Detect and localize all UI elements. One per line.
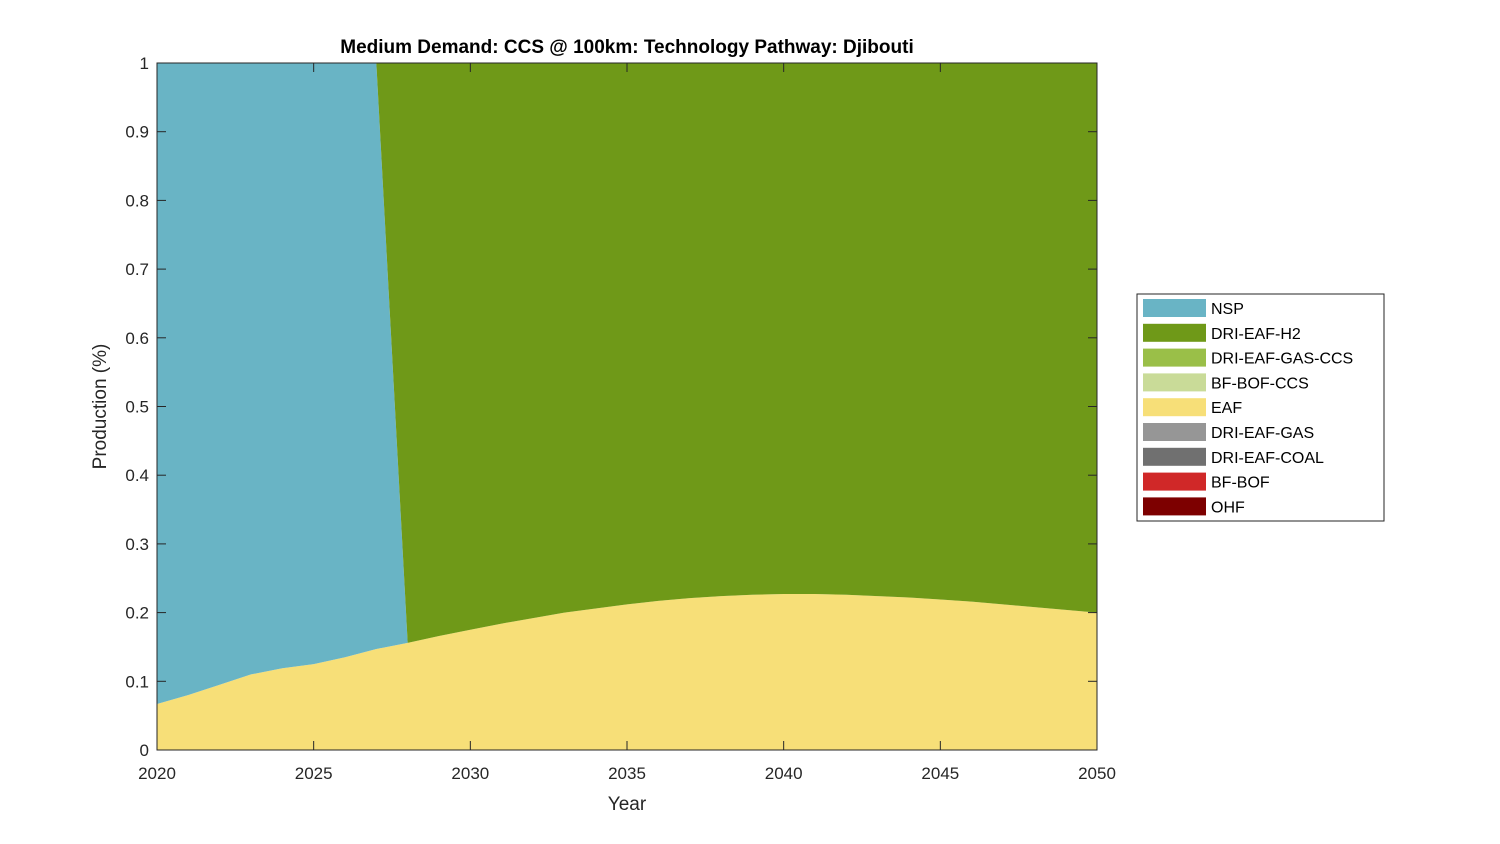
y-tick-label: 0 — [140, 741, 149, 760]
y-tick-label: 0.5 — [125, 398, 149, 417]
legend-swatch — [1143, 299, 1206, 317]
legend-label: EAF — [1211, 400, 1242, 417]
y-tick-label: 0.7 — [125, 260, 149, 279]
legend-swatch — [1143, 447, 1206, 466]
x-tick-label: 2025 — [295, 764, 333, 783]
legend-label: DRI-EAF-H2 — [1211, 326, 1301, 343]
chart-title: Medium Demand: CCS @ 100km: Technology P… — [340, 37, 913, 58]
area-eaf — [157, 594, 1097, 750]
legend-label: DRI-EAF-GAS-CCS — [1211, 351, 1353, 368]
y-tick-label: 0.2 — [125, 604, 149, 623]
y-tick-label: 1 — [140, 54, 149, 73]
legend-swatch — [1143, 398, 1206, 417]
legend-label: DRI-EAF-GAS — [1211, 425, 1314, 442]
y-tick-label: 0.4 — [125, 466, 149, 485]
x-tick-label: 2050 — [1078, 764, 1116, 783]
x-tick-label: 2035 — [608, 764, 646, 783]
legend-swatch — [1143, 323, 1206, 342]
axis-ticks: 2020 2025 2030 2035 2040 2045 2050 0 0.1 0.2 0.3 0.… — [125, 54, 1116, 783]
y-tick-label: 0.8 — [125, 191, 149, 210]
legend: NSP DRI-EAF-H2 DRI-EAF-GAS-CCS BF-BOF-CCS EA… — [1136, 293, 1385, 522]
legend-label: NSP — [1211, 301, 1244, 318]
y-tick-label: 0.3 — [125, 535, 149, 554]
legend-swatch — [1143, 472, 1206, 491]
legend-label: DRI-EAF-COAL — [1211, 450, 1324, 467]
x-axis-label: Year — [608, 794, 647, 815]
legend-swatch — [1143, 348, 1206, 367]
legend-label: BF-BOF-CCS — [1211, 375, 1309, 392]
legend-swatch — [1143, 373, 1206, 392]
legend-swatch — [1143, 497, 1206, 516]
y-tick-label: 0.1 — [125, 672, 149, 691]
x-tick-label: 2040 — [765, 764, 803, 783]
x-tick-label: 2020 — [138, 764, 176, 783]
legend-label: OHF — [1211, 499, 1245, 516]
y-tick-label: 0.6 — [125, 329, 149, 348]
area-nsp — [157, 63, 1097, 704]
legend-label: BF-BOF — [1211, 475, 1270, 492]
legend-swatch — [1143, 423, 1206, 441]
x-tick-label: 2045 — [921, 764, 959, 783]
y-axis-label: Production (%) — [90, 344, 111, 470]
area-layers — [157, 63, 1097, 750]
area-dri-eaf-h2 — [157, 63, 1097, 643]
x-tick-label: 2030 — [451, 764, 489, 783]
y-tick-label: 0.9 — [125, 123, 149, 142]
